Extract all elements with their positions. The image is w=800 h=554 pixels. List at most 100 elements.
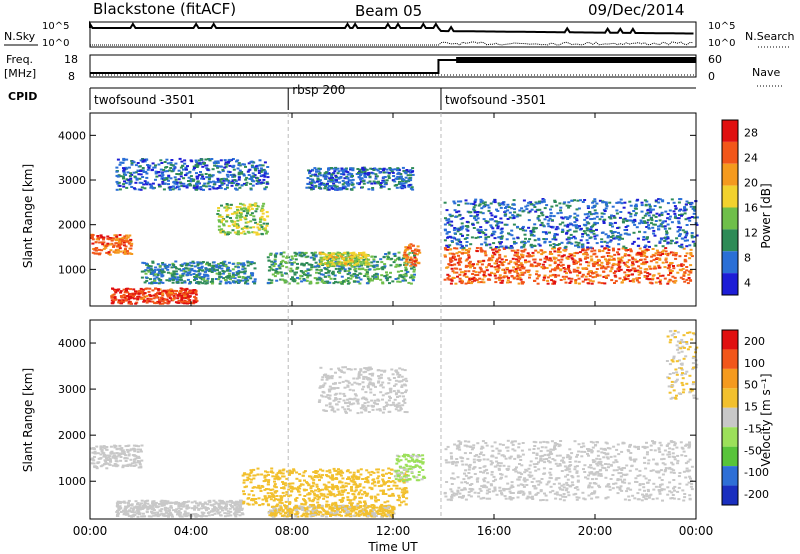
heatmap-cell — [155, 276, 159, 279]
heatmap-cell — [181, 263, 185, 266]
heatmap-cell — [192, 178, 196, 181]
heatmap-cell — [123, 237, 127, 240]
heatmap-cell — [636, 269, 640, 272]
heatmap-cell — [156, 274, 160, 276]
heatmap-cell — [111, 302, 115, 305]
heatmap-cell — [306, 272, 310, 275]
date-title: 09/Dec/2014 — [588, 1, 684, 19]
heatmap-cell — [482, 275, 486, 278]
heatmap-cell — [359, 260, 363, 263]
heatmap-cell — [110, 295, 114, 298]
heatmap-cell — [519, 262, 523, 265]
heatmap-cell — [141, 293, 145, 296]
heatmap-cell — [493, 266, 497, 269]
heatmap-cell — [317, 180, 321, 183]
heatmap-cell — [500, 221, 504, 224]
heatmap-cell — [360, 171, 364, 174]
heatmap-cell — [99, 445, 103, 448]
heatmap-cell — [300, 255, 304, 258]
heatmap-cell — [142, 270, 146, 273]
heatmap-cell — [102, 236, 106, 239]
heatmap-cell — [448, 235, 452, 238]
heatmap-cell — [328, 253, 332, 256]
heatmap-cell — [609, 270, 613, 273]
heatmap-cell — [572, 235, 576, 238]
heatmap-cell — [137, 295, 141, 298]
heatmap-cell — [138, 463, 142, 466]
heatmap-cell — [259, 224, 263, 227]
heatmap-cell — [549, 244, 552, 247]
heatmap-cell — [314, 173, 318, 176]
freq-label-2: [MHz] — [4, 67, 36, 80]
heatmap-cell — [187, 269, 191, 272]
heatmap-cell — [492, 242, 496, 245]
heatmap-cell — [399, 183, 403, 186]
heatmap-cell — [471, 273, 475, 275]
heatmap-cell — [346, 273, 350, 276]
cpid-segment-label: twofsound -3501 — [94, 93, 195, 107]
heatmap-cell — [215, 510, 219, 513]
heatmap-cell — [265, 182, 269, 185]
heatmap-cell — [349, 252, 353, 255]
heatmap-cell — [456, 275, 459, 278]
heatmap-cell — [477, 281, 481, 284]
heatmap-cell — [549, 215, 553, 217]
heatmap-cell — [608, 201, 612, 204]
heatmap-cell — [333, 277, 337, 280]
heatmap-cell — [480, 270, 484, 273]
heatmap-cell — [112, 245, 116, 248]
heatmap-cell — [309, 181, 313, 184]
heatmap-cell — [251, 274, 254, 277]
heatmap-cell — [483, 252, 487, 255]
heatmap-cell — [193, 265, 197, 268]
heatmap-cell — [409, 264, 413, 267]
heatmap-cell — [367, 280, 371, 283]
heatmap-cell — [115, 455, 119, 458]
heatmap-cell — [535, 273, 538, 276]
heatmap-cell — [494, 268, 498, 271]
heatmap-cell — [640, 210, 644, 213]
heatmap-cell — [253, 202, 257, 205]
heatmap-cell — [550, 253, 554, 255]
heatmap-cell — [574, 230, 578, 233]
heatmap-cell — [658, 224, 662, 227]
heatmap-cell — [236, 208, 239, 211]
heatmap-cell — [670, 221, 674, 224]
heatmap-cell — [651, 248, 655, 250]
heatmap-cell — [451, 276, 455, 279]
heatmap-cell — [467, 282, 471, 284]
heatmap-cell — [401, 186, 405, 189]
heatmap-cell — [162, 504, 166, 507]
heatmap-cell — [647, 214, 651, 217]
heatmap-cell — [512, 223, 516, 226]
heatmap-cell — [599, 267, 603, 270]
heatmap-cell — [386, 258, 390, 261]
heatmap-cell — [589, 246, 593, 249]
heatmap-cell — [411, 263, 415, 266]
heatmap-cell — [250, 176, 254, 179]
heatmap-cell — [108, 455, 112, 458]
heatmap-cell — [630, 264, 634, 267]
heatmap-cell — [188, 295, 192, 298]
heatmap-cell — [567, 268, 571, 271]
heatmap-cell — [459, 228, 463, 231]
heatmap-cell — [401, 184, 405, 187]
heatmap-cell — [248, 168, 252, 171]
heatmap-cell — [687, 270, 691, 273]
heatmap-cell — [674, 253, 678, 256]
heatmap-cell — [304, 256, 308, 259]
heatmap-cell — [114, 457, 118, 460]
heatmap-cell — [200, 276, 204, 278]
heatmap-cell — [411, 244, 415, 247]
heatmap-cell — [117, 288, 121, 291]
heatmap-cell — [219, 280, 223, 283]
heatmap-cell — [516, 213, 520, 216]
heatmap-cell — [121, 236, 125, 239]
heatmap-cell — [170, 266, 174, 269]
heatmap-cell — [134, 181, 138, 184]
heatmap-cell — [186, 297, 190, 300]
heatmap-cell — [610, 266, 614, 269]
heatmap-cell — [99, 234, 103, 237]
heatmap-cell — [195, 299, 199, 302]
heatmap-cell — [558, 251, 562, 254]
